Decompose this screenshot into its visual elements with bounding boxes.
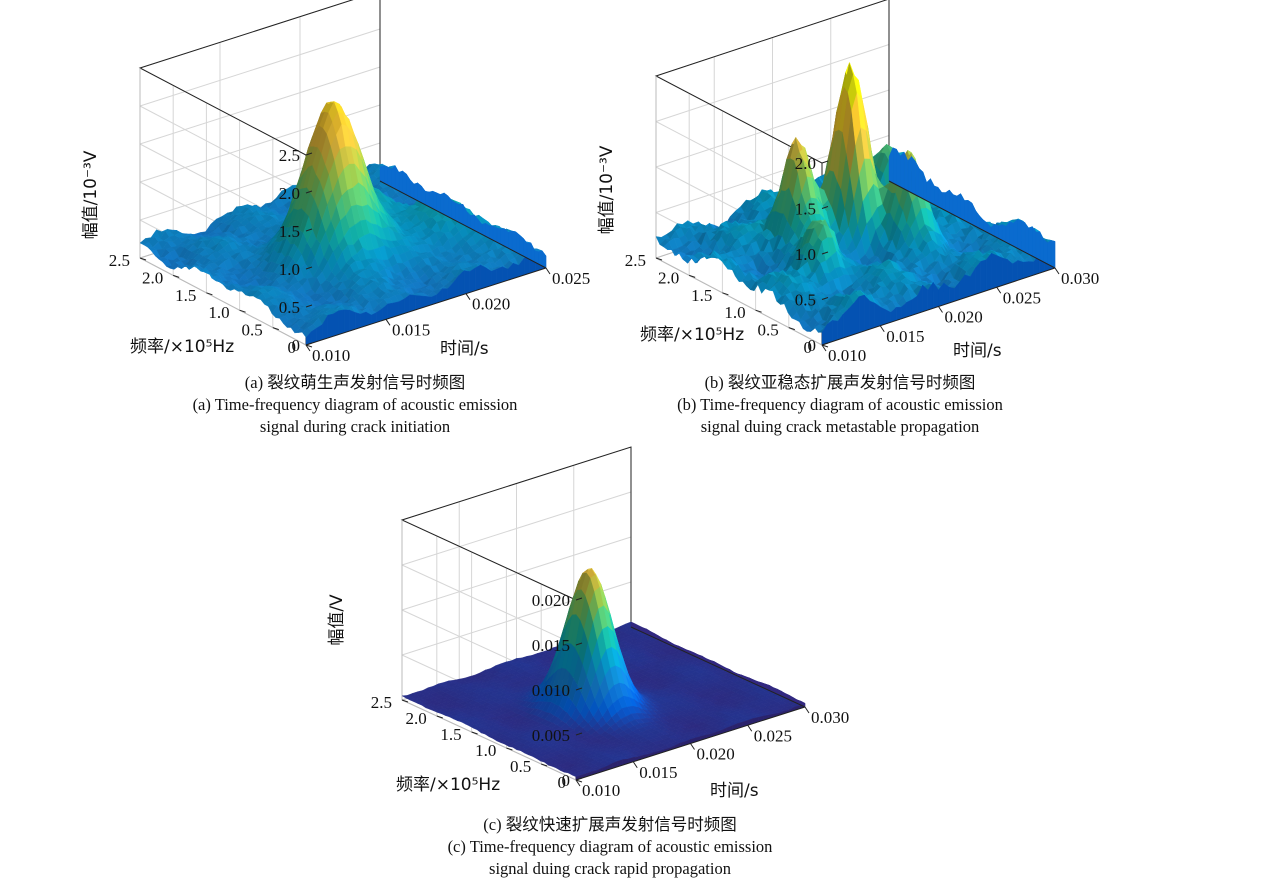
z-tick-label: 0 (292, 336, 301, 355)
y-tick-label: 1.5 (691, 286, 712, 305)
caption-a-cn: (a) 裂纹萌生声发射信号时频图 (244, 373, 466, 392)
surface-mesh (401, 568, 806, 781)
y-tick-label: 2.5 (371, 693, 392, 712)
x-tick-label: 0.010 (828, 346, 866, 365)
x-axis-label: 时间/s (953, 341, 1002, 361)
z-tick-label: 0.005 (532, 726, 570, 745)
y-axis-label: 频率/×10⁵Hz (130, 337, 234, 357)
caption-a-en-1: (a) Time-frequency diagram of acoustic e… (192, 395, 518, 414)
y-tick-label: 0.5 (758, 321, 779, 340)
z-tick-label: 2.5 (279, 146, 300, 165)
y-axis-label: 频率/×10⁵Hz (396, 775, 500, 795)
x-tick-label: 0.010 (582, 781, 620, 800)
y-tick-label: 0 (288, 338, 297, 357)
x-tick-label: 0.025 (552, 269, 590, 288)
y-tick-label: 1.5 (440, 725, 461, 744)
y-tick-label: 0.5 (510, 757, 531, 776)
x-tick-label: 0.030 (811, 708, 849, 727)
y-tick-label: 1.0 (724, 303, 745, 322)
x-tick-label: 0.015 (886, 327, 924, 346)
caption-c: (c) 裂纹快速扩展声发射信号时频图 (c) Time-frequency di… (400, 814, 820, 880)
caption-b: (b) 裂纹亚稳态扩展声发射信号时频图 (b) Time-frequency d… (630, 372, 1050, 438)
y-tick-label: 2.0 (142, 268, 163, 287)
z-tick-label: 1.0 (795, 245, 816, 264)
x-tick-label: 0.020 (472, 295, 510, 314)
x-tick-label: 0.020 (697, 745, 735, 764)
x-tick-label: 0.020 (945, 308, 983, 327)
y-tick-label: 2.5 (109, 251, 130, 270)
caption-c-en-2: signal duing crack rapid propagation (489, 859, 731, 878)
surface-mesh (139, 100, 547, 346)
surface-mesh (655, 61, 1056, 346)
caption-c-cn: (c) 裂纹快速扩展声发射信号时频图 (483, 815, 737, 834)
y-tick-label: 2.0 (658, 268, 679, 287)
x-tick-label: 0.025 (1003, 288, 1041, 307)
y-axis-label: 频率/×10⁵Hz (640, 325, 744, 345)
z-axis-label: 幅值/10⁻³V (597, 145, 617, 234)
caption-b-en-1: (b) Time-frequency diagram of acoustic e… (677, 395, 1003, 414)
z-tick-label: 0.010 (532, 681, 570, 700)
x-tick-label: 0.010 (312, 346, 350, 365)
z-tick-label: 1.5 (795, 200, 816, 219)
z-tick-label: 2.0 (795, 154, 816, 173)
z-tick-label: 0.015 (532, 636, 570, 655)
y-tick-label: 0 (804, 338, 813, 357)
x-tick-label: 0.025 (754, 726, 792, 745)
z-tick-label: 0.5 (279, 298, 300, 317)
y-tick-label: 2.5 (625, 251, 646, 270)
z-tick-label: 0 (562, 771, 571, 790)
z-tick-label: 0 (808, 336, 817, 355)
y-tick-label: 1.0 (208, 303, 229, 322)
caption-a: (a) 裂纹萌生声发射信号时频图 (a) Time-frequency diag… (145, 372, 565, 438)
z-tick-label: 1.0 (279, 260, 300, 279)
y-tick-label: 0.5 (242, 321, 263, 340)
caption-a-en-2: signal during crack initiation (259, 417, 451, 436)
z-axis-label: 幅值/10⁻³V (81, 150, 101, 239)
x-tick-label: 0.015 (639, 763, 677, 782)
x-axis-label: 时间/s (710, 781, 759, 801)
z-tick-label: 2.0 (279, 184, 300, 203)
x-tick-label: 0.015 (392, 320, 430, 339)
x-tick-label: 0.030 (1061, 269, 1099, 288)
z-axis-label: 幅值/V (327, 594, 347, 646)
y-tick-label: 0 (558, 773, 567, 792)
caption-c-en-1: (c) Time-frequency diagram of acoustic e… (447, 837, 773, 856)
caption-b-en-2: signal duing crack metastable propagatio… (700, 417, 980, 436)
caption-b-cn: (b) 裂纹亚稳态扩展声发射信号时频图 (704, 373, 976, 392)
x-axis-label: 时间/s (440, 339, 489, 359)
z-tick-label: 0.020 (532, 591, 570, 610)
y-tick-label: 2.0 (406, 709, 427, 728)
z-tick-label: 0.5 (795, 291, 816, 310)
z-tick-label: 1.5 (279, 222, 300, 241)
y-tick-label: 1.5 (175, 286, 196, 305)
y-tick-label: 1.0 (475, 741, 496, 760)
